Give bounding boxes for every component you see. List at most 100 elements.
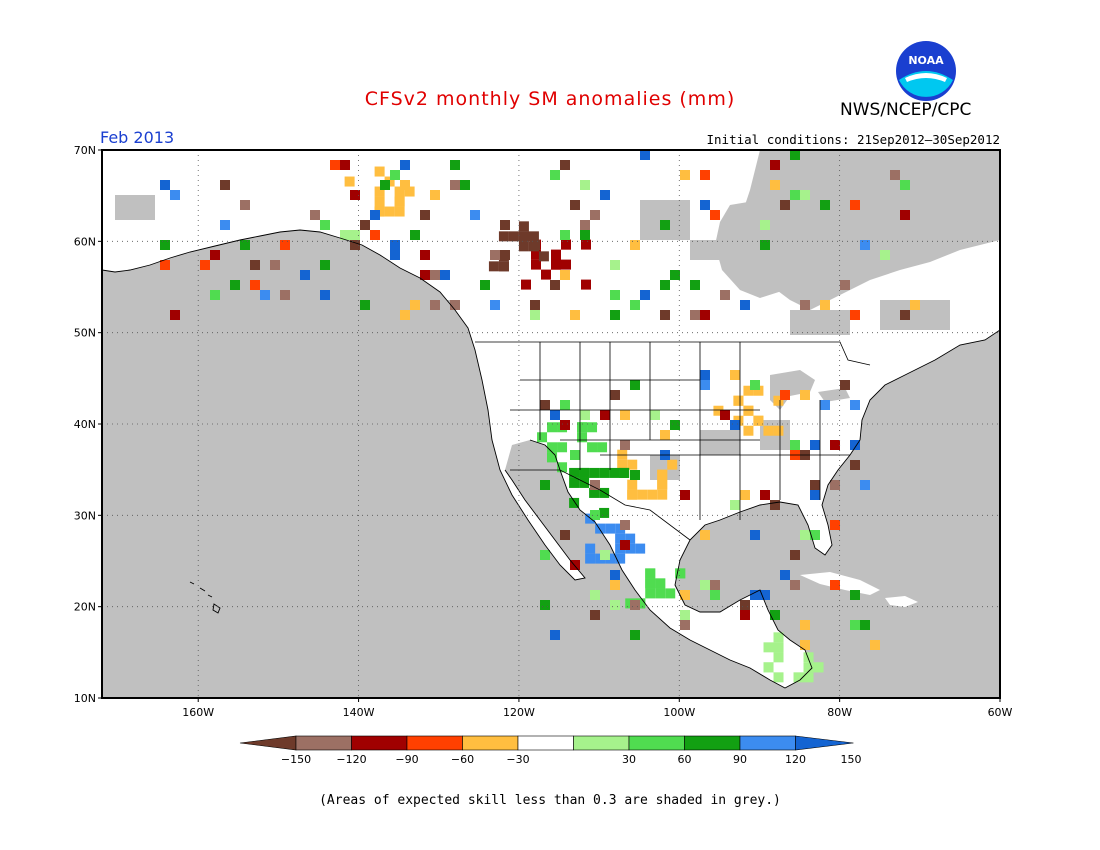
- anomaly-cell-yukon-mixed: [394, 206, 405, 217]
- legend-tick-label: −90: [395, 753, 418, 766]
- anomaly-cell-central-america: [803, 662, 814, 673]
- anomaly-cell-scatter: [170, 310, 180, 320]
- anomaly-cell-central-america: [763, 642, 774, 653]
- anomaly-cell-scatter: [530, 240, 540, 250]
- anomaly-cell-scatter: [910, 300, 920, 310]
- anomaly-cell-rockies-wet: [557, 442, 568, 453]
- anomaly-cell-scatter: [770, 160, 780, 170]
- anomaly-cell-scatter: [400, 310, 410, 320]
- anomaly-cell-scatter: [810, 530, 820, 540]
- anomaly-cell-southwest-wet: [589, 467, 600, 478]
- anomaly-cell-scatter: [590, 610, 600, 620]
- legend-tick-label: −30: [506, 753, 529, 766]
- anomaly-cell-southwest-wet: [589, 487, 600, 498]
- anomaly-cell-midwest-dry: [743, 385, 754, 396]
- anomaly-cell-scatter: [560, 420, 570, 430]
- anomaly-cell-scatter: [420, 270, 430, 280]
- anomaly-cell-midwest-dry: [733, 395, 744, 406]
- anomaly-cell-scatter: [630, 470, 640, 480]
- color-legend: −150 −120 −90 −60 −30 30 60 90 120 150: [239, 735, 862, 766]
- anomaly-cell-scatter: [710, 590, 720, 600]
- anomaly-cell-scatter: [690, 280, 700, 290]
- anomaly-cell-scatter: [720, 290, 730, 300]
- valid-month-label: Feb 2013: [100, 128, 175, 147]
- anomaly-cell-rockies-wet: [587, 422, 598, 433]
- anomaly-cell-scatter: [500, 220, 510, 230]
- lon-tick-label: 120W: [503, 706, 535, 719]
- anomaly-cell-scatter: [840, 380, 850, 390]
- anomaly-cell-scatter: [610, 260, 620, 270]
- anomaly-cells: [160, 150, 920, 683]
- anomaly-cell-scatter: [240, 200, 250, 210]
- anomaly-cell-southwest-wet: [599, 467, 610, 478]
- lat-tick-label: 70N: [74, 144, 96, 157]
- anomaly-cell-scatter: [760, 590, 770, 600]
- anomaly-cell-scatter: [570, 450, 580, 460]
- anomaly-cell-rockies-wet: [547, 452, 558, 463]
- legend-tick-label: 150: [841, 753, 862, 766]
- anomaly-cell-scatter: [700, 580, 710, 590]
- anomaly-cell-scatter: [330, 160, 340, 170]
- anomaly-cell-scatter: [760, 220, 770, 230]
- anomaly-cell-scatter: [620, 410, 630, 420]
- anomaly-cell-scatter: [850, 310, 860, 320]
- anomaly-cell-midwest-dry: [743, 425, 754, 436]
- anomaly-cell-southwest-wet: [599, 507, 610, 518]
- anomaly-cell-scatter: [690, 310, 700, 320]
- anomaly-cell-mexico-wet: [615, 533, 626, 544]
- anomaly-cell-plains-dry: [617, 459, 628, 470]
- anomaly-cell-scatter: [860, 480, 870, 490]
- anomaly-cell-scatter: [780, 390, 790, 400]
- anomaly-cell-mexico-wet: [585, 553, 596, 564]
- anomaly-cell-canadian-prairie-dry: [541, 269, 551, 280]
- anomaly-cell-scatter: [550, 280, 560, 290]
- anomaly-cell-canadian-prairie-dry: [561, 259, 571, 270]
- anomaly-cell-plains-dry: [657, 469, 668, 480]
- anomaly-cell-scatter: [790, 150, 800, 160]
- anomaly-cell-scatter: [790, 580, 800, 590]
- lat-tick-label: 50N: [74, 327, 96, 340]
- footnote: (Areas of expected skill less than 0.3 a…: [319, 793, 781, 808]
- anomaly-cell-scatter: [830, 440, 840, 450]
- anomaly-cell-scatter: [580, 410, 590, 420]
- anomaly-cell-scatter: [810, 440, 820, 450]
- anomaly-cell-canadian-prairie-dry: [561, 239, 571, 250]
- organization-label: NWS/NCEP/CPC: [840, 100, 972, 120]
- anomaly-cell-central-america: [773, 642, 784, 653]
- anomaly-cell-scatter: [580, 220, 590, 230]
- anomaly-cell-alberta-dry: [488, 261, 499, 272]
- anomaly-cell-scatter: [390, 250, 400, 260]
- legend-tick-label: 90: [733, 753, 747, 766]
- anomaly-cell-plains-dry: [667, 459, 678, 470]
- anomaly-cell-central-america: [803, 672, 814, 683]
- anomaly-cell-scatter: [280, 240, 290, 250]
- anomaly-cell-midwest-dry: [773, 425, 784, 436]
- anomaly-cell-scatter: [790, 550, 800, 560]
- anomaly-cell-mexico-interior: [655, 578, 666, 589]
- anomaly-cell-mexico-wet: [625, 533, 636, 544]
- anomaly-cell-scatter: [350, 230, 360, 240]
- anomaly-cell-scatter: [250, 280, 260, 290]
- anomaly-cell-scatter: [230, 280, 240, 290]
- anomaly-cell-scatter: [850, 200, 860, 210]
- anomaly-cell-plains-dry: [657, 489, 668, 500]
- anomaly-cell-plains-dry: [627, 489, 638, 500]
- anomaly-cell-scatter: [450, 180, 460, 190]
- anomaly-cell-scatter: [490, 250, 500, 260]
- anomaly-cell-midwest-dry: [773, 395, 784, 406]
- anomaly-cell-scatter: [800, 190, 810, 200]
- anomaly-cell-scatter: [860, 620, 870, 630]
- lat-tick-label: 60N: [74, 235, 96, 248]
- anomaly-cell-mexico-interior: [645, 568, 656, 579]
- anomaly-cell-mexico-interior: [645, 588, 656, 599]
- anomaly-cell-mexico-wet: [625, 543, 636, 554]
- anomaly-cell-scatter: [340, 160, 350, 170]
- anomaly-cell-scatter: [310, 210, 320, 220]
- legend-arrow-low: [239, 735, 297, 751]
- anomaly-cell-scatter: [480, 280, 490, 290]
- anomaly-cell-scatter: [220, 220, 230, 230]
- anomaly-cell-scatter: [600, 410, 610, 420]
- anomaly-cell-scatter: [410, 230, 420, 240]
- anomaly-cell-scatter: [460, 180, 470, 190]
- legend-bin: [517, 735, 574, 751]
